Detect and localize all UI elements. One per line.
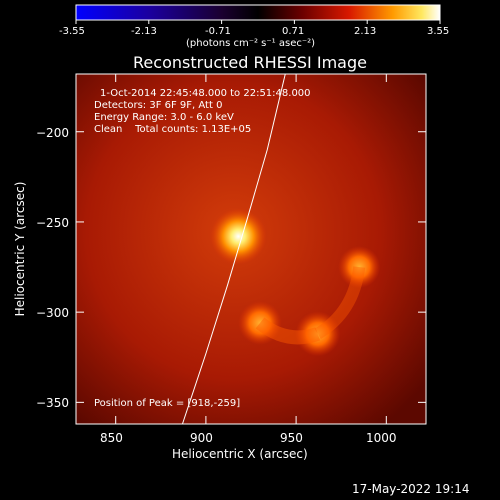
colorbar-ticks [75, 20, 441, 24]
y-tick-label-minus350: −350 [36, 396, 69, 410]
emission-bridge-0 [255, 317, 321, 345]
x-tick-label-900: 900 [190, 431, 213, 445]
annotation-energy-range: Energy Range: 3.0 - 6.0 keV [94, 112, 234, 123]
colorbar-tick-label-2: -0.71 [205, 26, 231, 37]
x-tick-label-1000: 1000 [366, 431, 397, 445]
solar-limb-line [181, 74, 286, 424]
source-blob-0 [210, 208, 267, 265]
peak-position-label: Position of Peak = [918,-259] [94, 398, 241, 409]
colorbar-tick-label-5: 3.55 [427, 26, 450, 37]
colorbar [75, 4, 441, 21]
x-tick-label-850: 850 [100, 431, 123, 445]
colorbar-tick-label-3: 0.71 [282, 26, 305, 37]
y-tick-label-minus300: −300 [36, 306, 69, 320]
y-axis-label: Heliocentric Y (arcsec) [13, 181, 27, 317]
footer-timestamp: 17-May-2022 19:14 [352, 482, 470, 496]
colorbar-unit-label: (photons cm⁻² s⁻¹ asec⁻²) [186, 38, 316, 49]
annotation-clean-counts: Clean Total counts: 1.13E+05 [94, 124, 252, 135]
y-tick-label-minus200: −200 [36, 126, 69, 140]
emission-bridge-1 [314, 266, 366, 339]
colorbar-tick-label-4: 2.13 [354, 26, 377, 37]
plot-frame [75, 73, 427, 425]
colorbar-tick-label-0: -3.55 [59, 26, 85, 37]
chart-title: Reconstructed RHESSI Image [133, 53, 367, 72]
source-blob-3 [338, 246, 381, 289]
heatmap-image [76, 74, 426, 424]
source-blob-1 [238, 301, 282, 345]
annotation-time-range: 1-Oct-2014 22:45:48.000 to 22:51:48.000 [100, 88, 311, 99]
x-axis-label: Heliocentric X (arcsec) [172, 447, 308, 461]
y-tick-label-minus250: −250 [36, 216, 69, 230]
source-blob-2 [295, 311, 341, 357]
annotation-detectors: Detectors: 3F 6F 9F, Att 0 [94, 100, 223, 111]
colorbar-tick-label-1: -2.13 [131, 26, 157, 37]
x-tick-label-950: 950 [280, 431, 303, 445]
axis-ticks [76, 74, 426, 424]
